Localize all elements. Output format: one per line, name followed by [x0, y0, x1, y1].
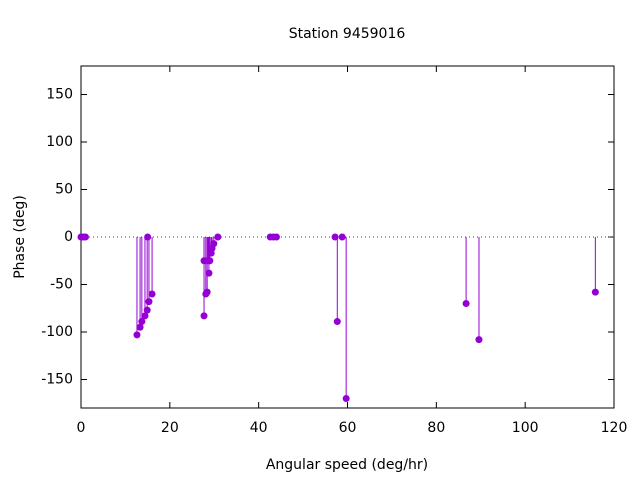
stem-point [272, 233, 280, 241]
y-tick-label: -150 [41, 372, 73, 388]
stem-point [475, 336, 483, 344]
stem-point [203, 288, 211, 296]
x-tick-label: 40 [250, 420, 268, 436]
stem-point [143, 306, 151, 314]
stem-point [200, 312, 208, 320]
stem-point [144, 233, 152, 241]
chart-title: Station 9459016 [289, 26, 406, 42]
stem-point [145, 298, 153, 306]
stem-point [141, 312, 149, 320]
stem-point [133, 331, 141, 339]
stem-point [206, 257, 214, 265]
stem-point [81, 233, 89, 241]
y-tick-label: 0 [64, 229, 73, 245]
y-tick-label: -50 [50, 277, 73, 293]
stem-point [214, 233, 222, 241]
x-tick-label: 100 [512, 420, 539, 436]
stem-point [342, 395, 350, 402]
stem-point [205, 269, 213, 277]
y-tick-label: -100 [41, 324, 73, 340]
y-tick-label: 50 [55, 182, 73, 198]
x-axis-label: Angular speed (deg/hr) [266, 457, 428, 473]
stem-point [338, 233, 346, 241]
x-tick-label: 120 [601, 420, 628, 436]
plot-frame [80, 65, 615, 409]
y-axis-label: Phase (deg) [12, 195, 28, 279]
stem-point [591, 288, 599, 296]
x-tick-label: 80 [427, 420, 445, 436]
stem-point [148, 290, 156, 298]
stem-point [136, 323, 144, 331]
x-tick-label: 0 [77, 420, 86, 436]
stem-point [138, 318, 146, 326]
stem-point [333, 318, 341, 326]
stem-point [462, 300, 470, 307]
x-tick-label: 60 [339, 420, 357, 436]
y-tick-label: 100 [46, 134, 73, 150]
x-tick-label: 20 [161, 420, 179, 436]
stem-point [210, 240, 218, 248]
y-tick-label: 150 [46, 87, 73, 103]
